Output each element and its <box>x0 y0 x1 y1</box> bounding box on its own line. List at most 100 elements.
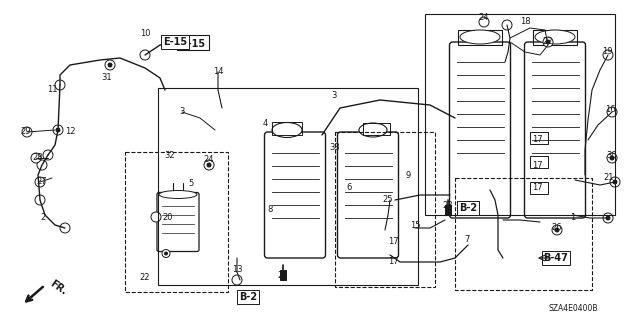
Bar <box>363 123 390 135</box>
Text: 7: 7 <box>464 236 470 244</box>
Text: 17: 17 <box>532 161 542 170</box>
Text: 22: 22 <box>543 37 553 46</box>
Circle shape <box>35 177 45 187</box>
Text: 1: 1 <box>570 213 575 222</box>
Text: B-2: B-2 <box>239 292 257 302</box>
Text: 27: 27 <box>36 178 47 187</box>
Ellipse shape <box>159 190 197 198</box>
FancyBboxPatch shape <box>449 42 511 218</box>
Text: 9: 9 <box>405 171 411 180</box>
Circle shape <box>543 37 553 47</box>
Circle shape <box>603 50 613 60</box>
Bar <box>158 88 418 285</box>
Circle shape <box>603 213 613 223</box>
Text: B-2: B-2 <box>459 203 477 213</box>
Circle shape <box>164 252 168 255</box>
Bar <box>425 14 615 215</box>
FancyBboxPatch shape <box>157 193 199 252</box>
Ellipse shape <box>535 30 575 44</box>
Circle shape <box>31 153 41 163</box>
Text: 32: 32 <box>164 150 175 159</box>
Circle shape <box>35 195 45 205</box>
Text: E-15: E-15 <box>163 37 187 47</box>
FancyBboxPatch shape <box>264 132 326 258</box>
Text: 4: 4 <box>262 119 268 129</box>
Text: 3: 3 <box>332 92 337 100</box>
Text: B-47: B-47 <box>543 253 568 263</box>
Text: 22: 22 <box>140 274 150 283</box>
Circle shape <box>204 160 214 170</box>
Circle shape <box>606 216 610 220</box>
Text: 31: 31 <box>102 74 112 83</box>
Circle shape <box>613 180 617 184</box>
Bar <box>280 270 286 280</box>
Text: 19: 19 <box>602 47 612 57</box>
Circle shape <box>43 150 53 160</box>
Text: 33: 33 <box>330 143 340 153</box>
Text: 13: 13 <box>232 266 243 275</box>
Bar <box>272 122 302 135</box>
Text: 5: 5 <box>188 180 194 188</box>
Bar <box>458 30 502 45</box>
Text: 15: 15 <box>410 220 420 229</box>
Text: 23: 23 <box>278 270 288 279</box>
Text: 30: 30 <box>607 150 618 159</box>
Text: 24: 24 <box>204 156 214 164</box>
Circle shape <box>22 127 32 137</box>
Bar <box>530 132 548 144</box>
Bar <box>530 156 548 168</box>
Circle shape <box>162 250 170 258</box>
Circle shape <box>479 17 489 27</box>
Circle shape <box>55 80 65 90</box>
Circle shape <box>607 153 617 163</box>
Text: 17: 17 <box>388 237 398 246</box>
Circle shape <box>502 20 512 30</box>
Ellipse shape <box>272 123 302 138</box>
Text: 10: 10 <box>140 28 150 37</box>
Text: 18: 18 <box>520 18 531 27</box>
Text: 6: 6 <box>346 183 352 193</box>
Circle shape <box>53 125 63 135</box>
Circle shape <box>207 163 211 167</box>
Text: 17: 17 <box>532 183 542 193</box>
Text: 21: 21 <box>604 173 614 182</box>
FancyBboxPatch shape <box>337 132 399 258</box>
Text: 16: 16 <box>605 106 615 115</box>
Circle shape <box>105 60 115 70</box>
Bar <box>335 132 435 287</box>
Text: 14: 14 <box>212 68 223 76</box>
Text: 17: 17 <box>388 258 398 267</box>
Text: FR.: FR. <box>48 279 68 297</box>
Circle shape <box>56 128 60 132</box>
Bar <box>125 152 228 292</box>
Text: 24: 24 <box>479 13 489 22</box>
Text: 2: 2 <box>40 213 45 222</box>
Circle shape <box>610 156 614 160</box>
Circle shape <box>60 223 70 233</box>
Ellipse shape <box>460 30 500 44</box>
Circle shape <box>555 228 559 232</box>
Circle shape <box>108 63 112 67</box>
Text: SZA4E0400B: SZA4E0400B <box>548 304 598 313</box>
FancyBboxPatch shape <box>525 42 586 218</box>
Text: 20: 20 <box>163 213 173 222</box>
Circle shape <box>140 50 150 60</box>
Circle shape <box>546 40 550 44</box>
Text: 23: 23 <box>443 201 453 210</box>
Circle shape <box>37 160 47 170</box>
Bar <box>445 205 451 215</box>
Circle shape <box>610 177 620 187</box>
Text: 28: 28 <box>33 154 44 163</box>
Ellipse shape <box>359 123 387 137</box>
Text: 29: 29 <box>20 127 31 137</box>
Text: 12: 12 <box>65 126 76 135</box>
Text: 3: 3 <box>179 108 185 116</box>
Bar <box>455 178 592 290</box>
Text: 17: 17 <box>532 135 542 145</box>
Bar <box>530 182 548 194</box>
Circle shape <box>607 107 617 117</box>
Circle shape <box>232 275 242 285</box>
Bar <box>533 30 577 45</box>
Text: E-15: E-15 <box>181 39 205 49</box>
FancyBboxPatch shape <box>177 35 209 50</box>
